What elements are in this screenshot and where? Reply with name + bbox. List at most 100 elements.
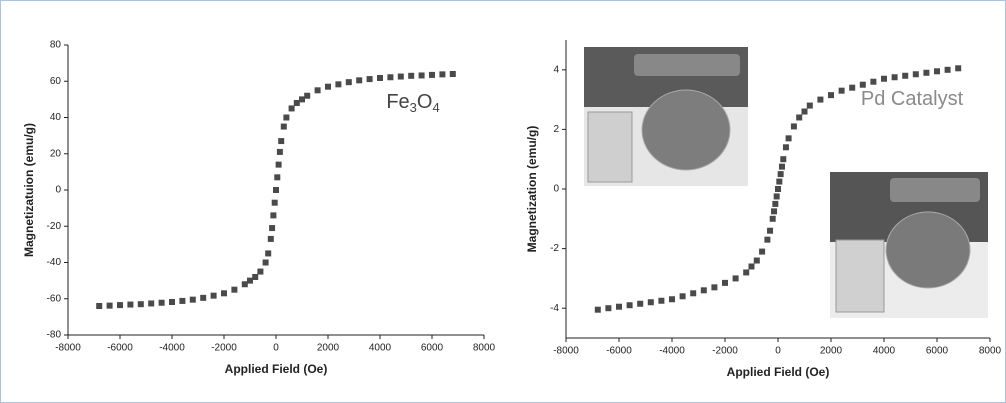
point (449, 71, 456, 77)
point (923, 69, 930, 76)
point (252, 274, 259, 280)
y-tick-label: 20 (50, 148, 62, 159)
point (775, 186, 781, 192)
point (838, 87, 845, 94)
point (269, 225, 276, 232)
point (669, 296, 675, 303)
y-tick-label: 40 (50, 112, 62, 123)
y-tick-label: -2 (550, 243, 559, 254)
point (314, 87, 321, 94)
point (764, 236, 771, 243)
point (647, 299, 654, 306)
point (700, 287, 707, 294)
point (690, 290, 697, 297)
x-tick-label: 2000 (820, 346, 843, 357)
y-tick-label: -20 (47, 221, 62, 232)
point (325, 83, 331, 90)
y-axis-label: Magnetization (emu/g) (525, 126, 539, 253)
x-tick-label: -8000 (553, 346, 579, 357)
y-tick-label: 80 (50, 40, 62, 51)
point (772, 200, 779, 207)
point (902, 72, 909, 79)
point (828, 92, 834, 99)
point (429, 71, 435, 78)
point (408, 72, 415, 79)
point (288, 105, 295, 112)
y-tick-label: 60 (50, 76, 62, 87)
point (335, 81, 342, 88)
x-tick-label: -2000 (712, 346, 738, 357)
y-axis-label: Magnetizatuion (emu/g) (22, 123, 36, 257)
point (605, 305, 612, 312)
photo-bottom (830, 172, 988, 318)
point (247, 277, 253, 284)
point (759, 248, 766, 255)
y-tick-label: -80 (47, 330, 62, 341)
point (366, 76, 373, 83)
point (891, 74, 898, 81)
x-tick-label: 4000 (369, 343, 392, 354)
point (137, 301, 144, 308)
point (356, 77, 363, 84)
x-tick-label: -4000 (659, 346, 685, 357)
point (912, 71, 919, 78)
point (594, 306, 601, 313)
point (637, 300, 644, 307)
y-tick-label: 2 (553, 124, 559, 135)
y-tick-label: 0 (55, 185, 61, 196)
x-tick-label: 2000 (317, 343, 340, 354)
x-tick-label: -8000 (55, 343, 81, 354)
point (377, 74, 383, 81)
x-tick-label: 6000 (421, 343, 444, 354)
point (616, 303, 622, 310)
point (127, 301, 134, 308)
y-tick-label: -4 (550, 303, 559, 314)
x-tick-label: -4000 (159, 343, 185, 354)
point (769, 215, 776, 222)
x-tick-label: 4000 (873, 346, 896, 357)
point (148, 300, 155, 307)
x-tick-label: 0 (775, 346, 781, 357)
point (158, 299, 165, 306)
x-tick-label: -6000 (606, 346, 632, 357)
point (658, 297, 665, 304)
point (748, 263, 755, 270)
point (280, 123, 287, 130)
point (274, 174, 281, 181)
point (117, 302, 123, 309)
point (397, 73, 404, 80)
point (790, 123, 797, 130)
point (265, 250, 272, 257)
annotation: Pd Catalyst (861, 88, 964, 110)
point (283, 114, 290, 121)
point (345, 79, 352, 86)
annotation: Fe3O4 (386, 91, 439, 115)
point (278, 138, 285, 145)
point (881, 75, 887, 82)
x-tick-label: 8000 (979, 346, 1002, 357)
point (796, 114, 803, 121)
point (785, 135, 792, 142)
x-tick-label: -2000 (211, 343, 237, 354)
point (767, 227, 774, 234)
point (221, 290, 227, 297)
point (387, 74, 394, 81)
y-tick-label: -60 (47, 293, 62, 304)
point (711, 284, 718, 291)
point (418, 72, 425, 79)
point (299, 96, 305, 103)
point (801, 108, 808, 115)
point (262, 259, 269, 266)
point (771, 208, 778, 215)
point (275, 161, 282, 168)
point (200, 294, 207, 301)
point (817, 96, 824, 103)
point (293, 100, 300, 106)
x-tick-label: 6000 (926, 346, 949, 357)
x-tick-label: -6000 (107, 343, 133, 354)
point (859, 81, 866, 88)
point (179, 297, 186, 304)
point (273, 187, 279, 193)
point (276, 148, 283, 155)
